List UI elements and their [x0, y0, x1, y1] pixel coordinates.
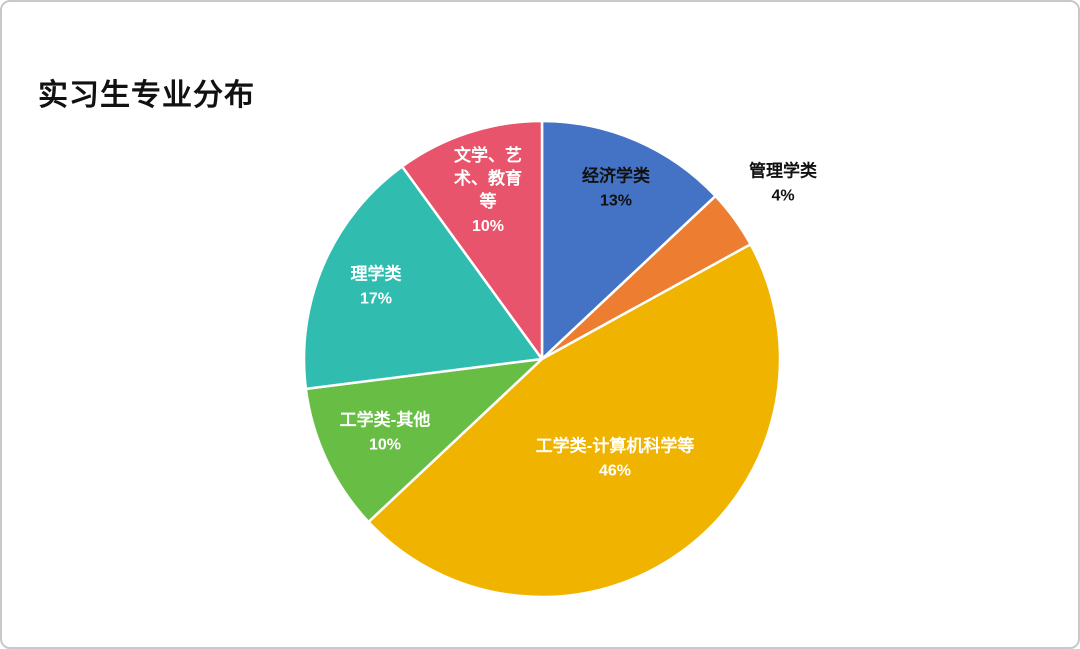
pie-slice-1 — [540, 119, 717, 361]
pie-slice-3 — [367, 243, 782, 599]
pie-slice-5 — [302, 165, 544, 391]
pie-slices-group — [302, 119, 782, 599]
chart-title: 实习生专业分布 — [38, 79, 255, 112]
pie-slice-6 — [400, 119, 544, 361]
pie-slice-4 — [304, 357, 544, 524]
